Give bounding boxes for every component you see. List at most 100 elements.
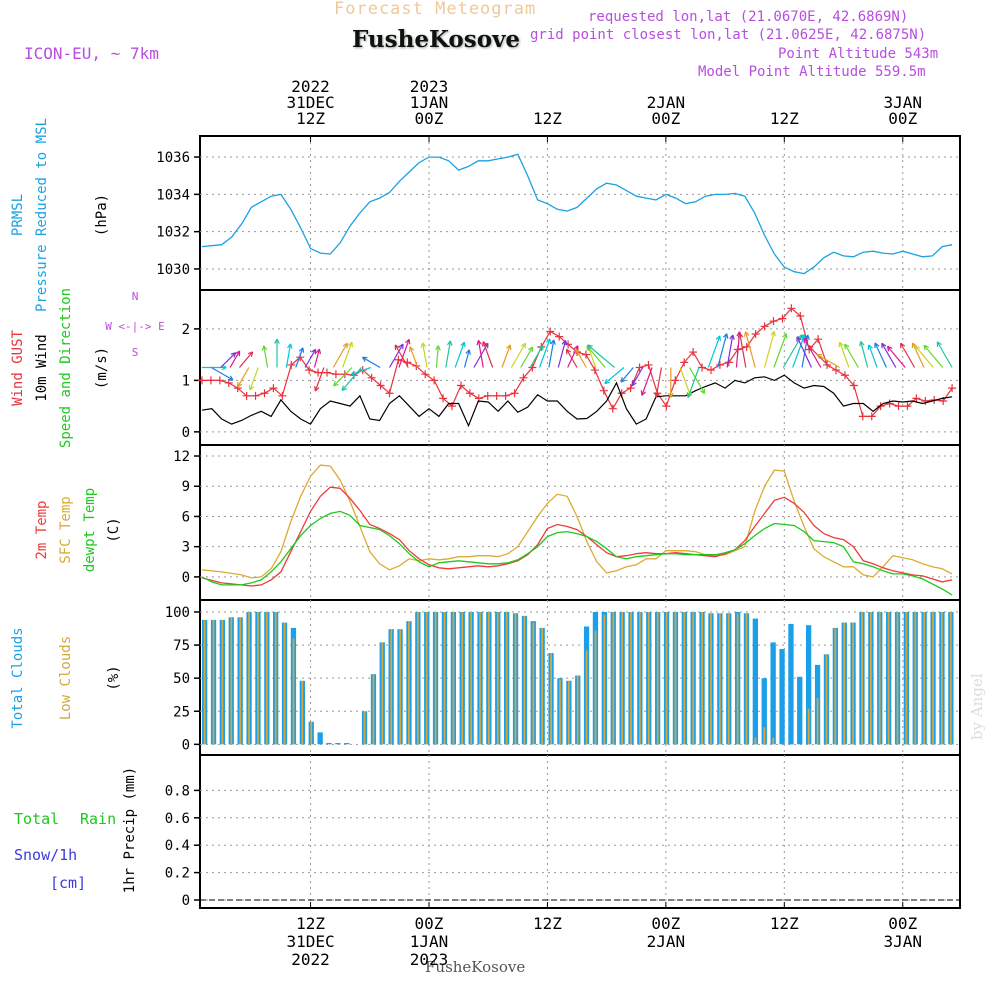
low-clouds-bar bbox=[567, 680, 570, 745]
top-time-label: 2023 bbox=[410, 77, 449, 96]
wind-direction-arrow bbox=[816, 353, 840, 369]
wind-arrow-head bbox=[668, 392, 674, 398]
wind-arrow-head bbox=[405, 338, 411, 345]
wind-direction-arrow bbox=[314, 367, 325, 392]
low-clouds-bar bbox=[541, 627, 544, 745]
wind-direction-arrow bbox=[239, 351, 254, 368]
wind-arrow-head bbox=[804, 334, 810, 340]
wind-gust-marker bbox=[769, 317, 778, 326]
wind-arrow-head bbox=[881, 342, 887, 349]
low-clouds-bar bbox=[470, 612, 472, 745]
low-clouds-bar bbox=[372, 674, 375, 745]
wind-gust-marker bbox=[555, 332, 564, 341]
wind-gust-marker bbox=[689, 348, 698, 357]
wind-gust-marker bbox=[465, 389, 474, 398]
low-clouds-bar bbox=[443, 612, 446, 745]
wind-arrow-head bbox=[770, 330, 776, 337]
wind-arrow-head bbox=[361, 356, 368, 362]
temp-axis-label: 2m Temp bbox=[34, 500, 50, 559]
wind-arrow-head bbox=[729, 334, 735, 340]
wind-direction-arrow bbox=[586, 345, 606, 368]
wind-direction-arrow bbox=[763, 331, 775, 368]
wind-arrow-head bbox=[923, 344, 929, 351]
low-clouds-bar bbox=[585, 650, 588, 745]
low-clouds-bar bbox=[932, 612, 934, 745]
wind-gust-marker bbox=[510, 389, 519, 398]
wind-direction-arrow bbox=[923, 344, 944, 368]
low-clouds-bar bbox=[408, 621, 410, 745]
low-clouds-bar bbox=[727, 613, 730, 745]
low-clouds-bar bbox=[212, 619, 215, 745]
wind-gust-marker bbox=[814, 335, 823, 344]
wind-gust-marker bbox=[206, 376, 215, 385]
low-clouds-bar bbox=[248, 612, 250, 745]
wind-arrow-head bbox=[782, 333, 788, 339]
low-clouds-bar bbox=[550, 653, 552, 745]
low-clouds-bar bbox=[559, 679, 561, 745]
wind-direction-arrow bbox=[341, 367, 362, 391]
celsius-unit-label: (C) bbox=[106, 517, 122, 542]
sfc-temp-axis-label: SFC Temp bbox=[58, 496, 74, 563]
wind-gust-marker bbox=[260, 389, 269, 398]
low-clouds-bar bbox=[221, 619, 224, 745]
top-time-label: 00Z bbox=[651, 109, 680, 128]
wind-direction-arrow bbox=[575, 348, 587, 368]
y-tick-label: 1036 bbox=[156, 150, 190, 166]
wind-direction-arrow bbox=[620, 367, 634, 383]
low-clouds-bar bbox=[203, 619, 206, 745]
low-clouds-bar bbox=[301, 680, 304, 745]
low-clouds-bar bbox=[532, 622, 535, 745]
wind-arrow-head bbox=[342, 342, 348, 349]
wind-gust-marker bbox=[885, 399, 894, 408]
wind-arrow-head bbox=[737, 332, 744, 338]
total-clouds-bar bbox=[770, 642, 776, 745]
wind-gust-marker bbox=[305, 366, 314, 375]
wind-gust-marker bbox=[715, 360, 724, 369]
y-tick-label: 0 bbox=[182, 737, 190, 753]
wind-arrow-head bbox=[408, 346, 415, 352]
wind-arrow-head bbox=[446, 340, 453, 346]
wind-direction-arrow bbox=[796, 336, 812, 368]
wind-direction-arrow bbox=[687, 367, 700, 398]
wind-gust-marker bbox=[430, 376, 439, 385]
wind-arrow-head bbox=[874, 342, 880, 349]
wind-arrow-head bbox=[287, 343, 293, 349]
wind-direction-arrow bbox=[333, 367, 353, 387]
low-clouds-bar bbox=[274, 612, 277, 745]
low-clouds-bar bbox=[710, 613, 712, 745]
wind-direction-arrow bbox=[914, 345, 934, 368]
wind-direction-arrow bbox=[773, 333, 787, 368]
wind-arrow-head bbox=[341, 385, 347, 392]
wind-arrow-head bbox=[314, 385, 320, 392]
low-clouds-bar bbox=[434, 612, 437, 745]
requested-coordinates: requested lon,lat (21.0670E, 42.6869N) bbox=[588, 9, 909, 25]
wind-direction-arrow bbox=[745, 331, 756, 368]
low-clouds-bar bbox=[310, 721, 313, 745]
low-clouds-bar bbox=[594, 630, 597, 745]
dewpt-axis-label: dewpt Temp bbox=[82, 488, 98, 572]
wind-gust-marker bbox=[251, 391, 260, 400]
wind-direction-arrow bbox=[229, 350, 241, 368]
wind-arrow-head bbox=[538, 344, 544, 351]
wind-gust-marker bbox=[367, 373, 376, 382]
wind-arrow-head bbox=[844, 343, 850, 350]
footer-location: FusheKosove bbox=[425, 958, 526, 976]
wind-arrow-head bbox=[796, 336, 802, 342]
low-clouds-bar bbox=[647, 612, 650, 745]
snow-unit-label: [cm] bbox=[50, 874, 86, 892]
wind-direction-arrow bbox=[548, 339, 555, 368]
wind-gust-marker bbox=[197, 376, 206, 385]
wind-gust-marker bbox=[840, 371, 849, 380]
wind-gust-marker bbox=[581, 350, 590, 359]
low-clouds-bar bbox=[283, 622, 286, 745]
wind-arrow-head bbox=[654, 392, 660, 398]
wind-gust-marker bbox=[680, 358, 689, 367]
y-tick-label: 12 bbox=[173, 449, 190, 465]
wind-arrow-head bbox=[420, 342, 427, 348]
wind-gust-marker bbox=[760, 322, 769, 331]
total-clouds-bar bbox=[761, 678, 767, 745]
bottom-time-label: 00Z bbox=[415, 914, 444, 933]
wind-arrow-head bbox=[520, 342, 527, 349]
bottom-time-label: 00Z bbox=[651, 914, 680, 933]
